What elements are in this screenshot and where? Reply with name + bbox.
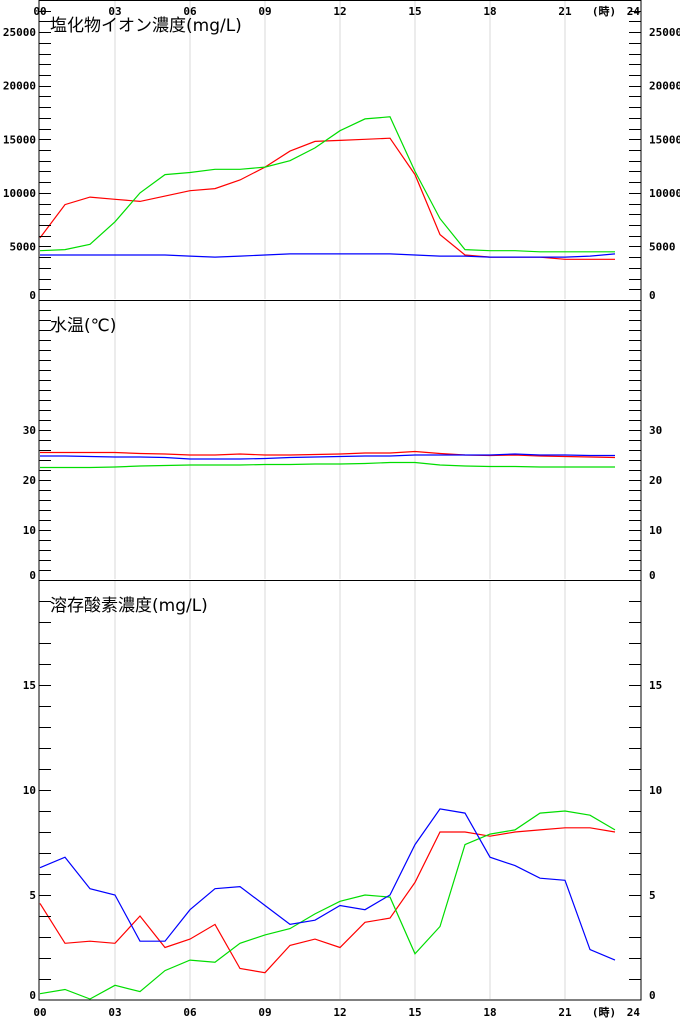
- y-tick-label-right: 25000: [649, 26, 680, 39]
- x-tick-label-top: 15: [408, 5, 421, 18]
- y-tick-label-right: 15000: [649, 133, 680, 146]
- y-tick-label-right: 10: [649, 524, 662, 537]
- y-tick-label-left: 10000: [3, 187, 36, 200]
- series-line-2: [39, 810, 616, 1000]
- y-tick-label-left: 20: [23, 474, 36, 487]
- x-tick-label-bottom: 03: [108, 1006, 121, 1019]
- x-tick-label-bottom: 15: [408, 1006, 421, 1019]
- y-tick-label-left: 30: [23, 424, 36, 437]
- y-tick-label-right: 10: [649, 784, 662, 797]
- series-layer: [39, 116, 616, 1000]
- y-tick-label-right: 15: [649, 679, 662, 692]
- x-tick-label-bottom: 12: [333, 1006, 346, 1019]
- y-tick-label-left: 25000: [3, 26, 36, 39]
- y-tick-label-right: 30: [649, 424, 662, 437]
- y-tick-label-right: 0: [649, 989, 656, 1002]
- series-line-3: [39, 808, 616, 961]
- y-tick-label-right: 0: [649, 569, 656, 582]
- x-tick-label-bottom: 09: [258, 1006, 271, 1019]
- x-tick-label-bottom: 06: [183, 1006, 197, 1019]
- y-tick-label-left: 10: [23, 784, 36, 797]
- x-tick-label-top: 03: [108, 5, 121, 18]
- x-tick-label-top: 21: [558, 5, 572, 18]
- y-tick-label-left: 5000: [10, 240, 37, 253]
- x-tick-label-top: 24: [627, 5, 641, 18]
- grid-layer: [114, 1, 566, 999]
- y-tick-label-left: 0: [29, 289, 36, 302]
- y-tick-label-right: 20000: [649, 80, 680, 93]
- y-tick-label-right: 20: [649, 474, 662, 487]
- text-layer: 000003030606090912121515181821212424(時)(…: [3, 4, 680, 1019]
- series-line-3: [40, 453, 615, 460]
- frame-layer: [38, 0, 642, 1001]
- series-line-3: [40, 253, 616, 258]
- x-tick-label-top: 00: [33, 5, 46, 18]
- y-tick-label-left: 0: [29, 569, 36, 582]
- y-tick-label-right: 10000: [649, 187, 680, 200]
- y-tick-label-left: 10: [23, 524, 36, 537]
- x-tick-label-bottom: 18: [483, 1006, 496, 1019]
- series-line-2: [39, 116, 615, 253]
- x-tick-label-top: 09: [258, 5, 271, 18]
- panel-title: 塩化物イオン濃度(mg/L): [50, 16, 242, 36]
- plot-frame: [38, 0, 642, 1001]
- series-line-1: [40, 450, 616, 459]
- x-tick-label-bottom: 21: [558, 1006, 572, 1019]
- time-unit-label-top: (時): [592, 4, 616, 18]
- y-tick-label-right: 5: [649, 889, 656, 902]
- y-tick-label-right: 5000: [649, 240, 676, 253]
- series-line-2: [40, 461, 615, 469]
- y-tick-label-left: 15000: [3, 133, 36, 146]
- y-tick-label-left: 0: [29, 989, 36, 1002]
- series-line-1: [39, 827, 616, 974]
- x-tick-label-bottom: 00: [33, 1006, 46, 1019]
- y-tick-label-left: 20000: [3, 80, 36, 93]
- x-tick-label-top: 18: [483, 5, 496, 18]
- panel-title: 水温(℃): [50, 316, 116, 336]
- x-tick-label-bottom: 24: [627, 1006, 641, 1019]
- y-tick-label-right: 0: [649, 289, 656, 302]
- panel-title: 溶存酸素濃度(mg/L): [50, 596, 208, 616]
- y-tick-label-left: 5: [29, 889, 36, 902]
- y-tick-label-left: 15: [23, 679, 36, 692]
- x-tick-label-top: 12: [333, 5, 346, 18]
- x-tick-label-top: 06: [183, 5, 197, 18]
- time-unit-label-bottom: (時): [592, 1005, 616, 1019]
- series-line-1: [39, 137, 615, 260]
